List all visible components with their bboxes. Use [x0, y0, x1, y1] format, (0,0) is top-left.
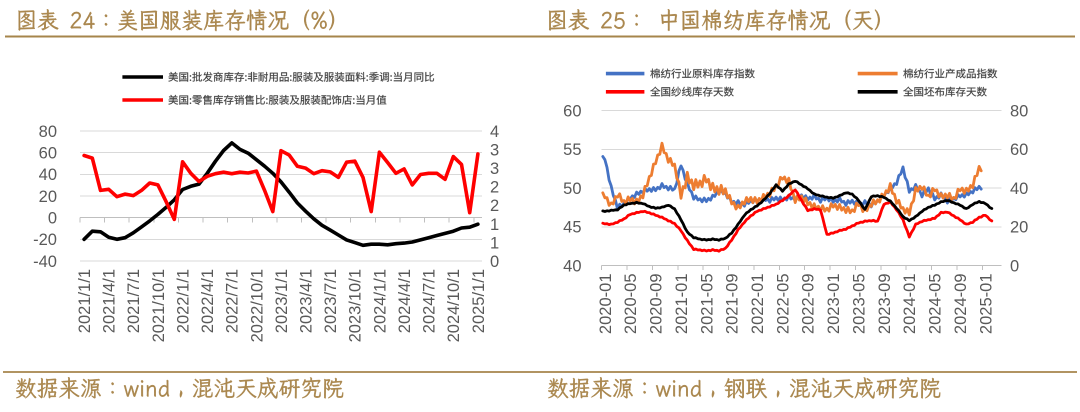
svg-text:0: 0	[490, 253, 499, 271]
svg-text:55: 55	[563, 141, 581, 159]
svg-text:20: 20	[1010, 219, 1028, 237]
svg-text:40: 40	[1010, 180, 1028, 198]
svg-text:2: 2	[490, 197, 499, 215]
svg-text:2023-01: 2023-01	[825, 274, 843, 335]
svg-text:2025-01: 2025-01	[977, 274, 995, 335]
svg-text:2022-09: 2022-09	[800, 274, 818, 335]
svg-text:1: 1	[490, 216, 499, 234]
svg-text:2023/1/1: 2023/1/1	[273, 269, 291, 333]
svg-text:3: 3	[490, 160, 499, 178]
svg-text:2021-09: 2021-09	[724, 274, 742, 335]
svg-text:2024-01: 2024-01	[901, 274, 919, 335]
svg-text:2024-05: 2024-05	[927, 274, 945, 335]
svg-text:-20: -20	[33, 231, 57, 249]
svg-text:2022/1/1: 2022/1/1	[175, 269, 193, 333]
svg-text:50: 50	[563, 180, 581, 198]
svg-text:2: 2	[490, 179, 499, 197]
svg-text:2024-09: 2024-09	[952, 274, 970, 335]
svg-text:0: 0	[1010, 257, 1019, 275]
svg-text:2023/7/1: 2023/7/1	[322, 269, 340, 333]
svg-text:40: 40	[563, 257, 581, 275]
svg-text:2021/1/1: 2021/1/1	[76, 269, 94, 333]
svg-text:80: 80	[39, 123, 57, 141]
svg-text:1: 1	[490, 234, 499, 252]
svg-text:2022-05: 2022-05	[774, 274, 792, 335]
svg-text:2023/4/1: 2023/4/1	[298, 269, 316, 333]
svg-text:2023-09: 2023-09	[876, 274, 894, 335]
svg-text:2022-01: 2022-01	[749, 274, 767, 335]
svg-text:2020-05: 2020-05	[622, 274, 640, 335]
svg-text:45: 45	[563, 219, 581, 237]
svg-text:4: 4	[490, 123, 499, 141]
svg-text:2025/1/1: 2025/1/1	[470, 269, 488, 333]
svg-text:2021/10/1: 2021/10/1	[150, 269, 168, 342]
svg-text:2022/4/1: 2022/4/1	[199, 269, 217, 333]
svg-text:60: 60	[563, 102, 581, 120]
svg-text:40: 40	[39, 166, 57, 184]
svg-text:2024/7/1: 2024/7/1	[421, 269, 439, 333]
svg-text:60: 60	[39, 145, 57, 163]
svg-text:80: 80	[1010, 102, 1028, 120]
svg-text:2024/1/1: 2024/1/1	[371, 269, 389, 333]
svg-text:3: 3	[490, 142, 499, 160]
svg-text:2020-09: 2020-09	[648, 274, 666, 335]
svg-text:60: 60	[1010, 141, 1028, 159]
svg-text:2022/7/1: 2022/7/1	[224, 269, 242, 333]
svg-text:2020-01: 2020-01	[597, 274, 615, 335]
svg-text:2024/10/1: 2024/10/1	[445, 269, 463, 342]
svg-text:2021/4/1: 2021/4/1	[101, 269, 119, 333]
svg-text:2021/7/1: 2021/7/1	[125, 269, 143, 333]
svg-text:-40: -40	[33, 253, 57, 271]
svg-text:2021-05: 2021-05	[698, 274, 716, 335]
svg-text:2022/10/1: 2022/10/1	[248, 269, 266, 342]
svg-text:2024/4/1: 2024/4/1	[396, 269, 414, 333]
svg-text:2023/10/1: 2023/10/1	[347, 269, 365, 342]
svg-text:20: 20	[39, 188, 57, 206]
svg-text:2021-01: 2021-01	[673, 274, 691, 335]
svg-text:2023-05: 2023-05	[851, 274, 869, 335]
svg-text:0: 0	[48, 210, 57, 228]
